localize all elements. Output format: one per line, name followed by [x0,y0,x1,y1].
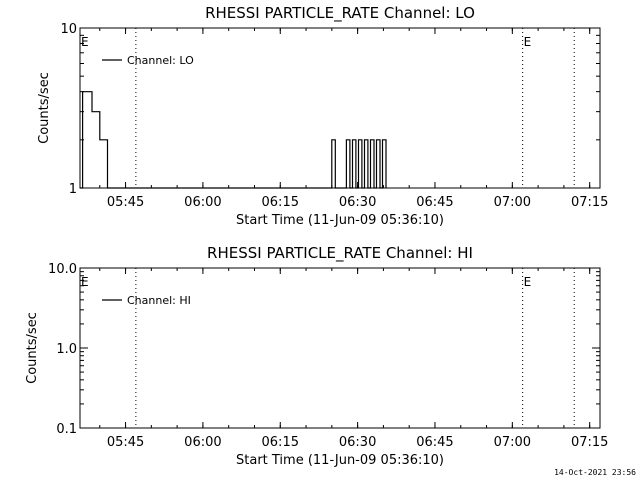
panel-2-event-marker: E [81,275,89,289]
panel-2-x-tick-label: 06:45 [416,435,453,450]
panel-2-x-tick-label: 05:45 [107,435,144,450]
panel-1-x-tick-label: 06:30 [339,195,376,210]
panel-2-x-tick-label: 06:15 [262,435,299,450]
panel-1-event-marker: E [524,35,532,49]
panel-2-x-tick-label: 07:00 [494,435,531,450]
panel-1-x-axis-label: Start Time (11-Jun-09 05:36:10) [236,213,444,228]
panel-1-x-tick-label: 05:45 [107,195,144,210]
timestamp-stamp: 14-Oct-2021 23:56 [554,468,636,477]
panel-1-series-line [80,91,387,189]
panel-1-title: RHESSI PARTICLE_RATE Channel: LO [205,4,475,23]
panel-2-legend-label: Channel: HI [127,294,191,307]
panel-1-x-tick-label: 06:00 [184,195,221,210]
panel-1-x-tick-label: 06:15 [262,195,299,210]
panel-2-event-marker: E [524,275,532,289]
panel-1-legend-label: Channel: LO [127,54,194,67]
panel-1-event-marker: E [81,35,89,49]
panel-2-x-tick-label: 07:15 [571,435,608,450]
panel-2-x-tick-label: 06:30 [339,435,376,450]
panel-2-title: RHESSI PARTICLE_RATE Channel: HI [207,244,473,263]
panel-2-y-tick-label: 1.0 [56,342,77,357]
panel-1-y-tick-label: 10 [60,22,77,37]
panel-2-y-axis-label: Counts/sec [25,312,40,384]
panel-1-y-axis-label: Counts/sec [37,72,52,144]
panel-1-x-tick-label: 06:45 [416,195,453,210]
panel-2-y-tick-label: 0.1 [56,422,77,437]
panel-1-x-tick-label: 07:15 [571,195,608,210]
panel-2-plot-frame [79,267,601,429]
panel-2-x-axis-label: Start Time (11-Jun-09 05:36:10) [236,453,444,468]
panel-2-y-tick-label: 10.0 [48,262,77,277]
panel-2-x-tick-label: 06:00 [184,435,221,450]
panel-1-y-tick-label: 1 [69,182,77,197]
panel-1-x-tick-label: 07:00 [494,195,531,210]
panel-1-plot-frame [79,27,601,189]
